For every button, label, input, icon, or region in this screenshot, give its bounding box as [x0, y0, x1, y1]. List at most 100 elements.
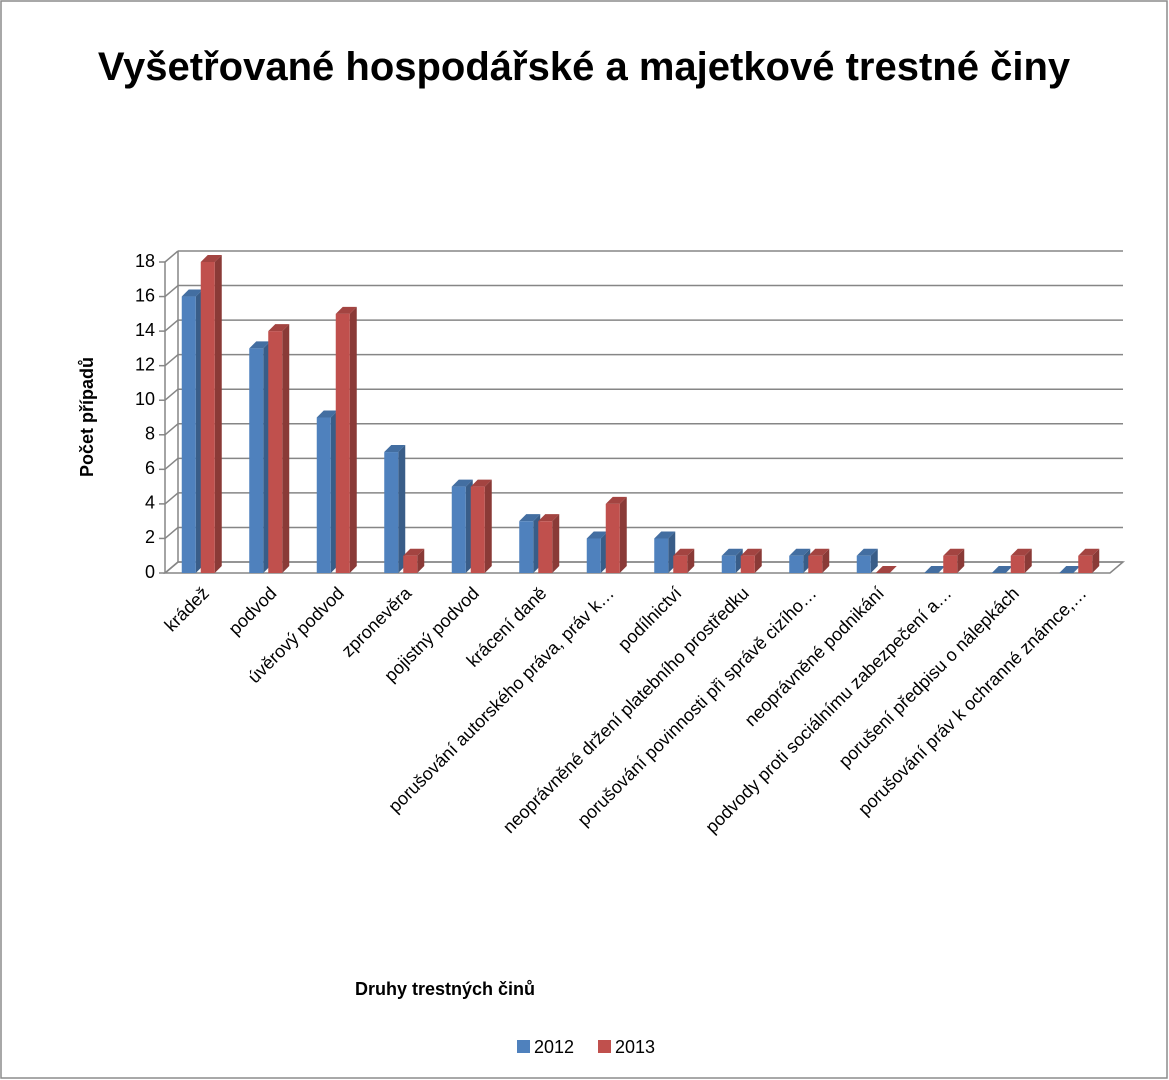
bar-side — [1092, 548, 1100, 573]
bar-side — [282, 324, 290, 573]
bar — [856, 548, 878, 573]
bar-top — [1010, 548, 1032, 556]
bar — [538, 514, 560, 573]
y-tick-label: 12 — [135, 354, 155, 374]
bar — [605, 496, 627, 573]
grid-line-side — [164, 388, 179, 401]
y-axis-title: Počet případů — [77, 357, 97, 477]
bar — [403, 548, 425, 573]
bar-side — [1024, 548, 1032, 573]
bar-front — [1010, 555, 1025, 573]
legend-label: 2012 — [534, 1037, 574, 1057]
y-tick-label: 10 — [135, 389, 155, 409]
bar — [316, 410, 338, 573]
bar — [924, 566, 946, 573]
bar-side — [754, 548, 762, 573]
bar-front — [808, 555, 823, 573]
legend-label: 2013 — [615, 1037, 655, 1057]
bar-front — [586, 538, 601, 573]
bar — [268, 324, 290, 573]
bar-top — [470, 479, 492, 487]
y-tick-label: 4 — [145, 493, 155, 513]
bar-front — [403, 555, 418, 573]
bar-front — [789, 555, 804, 573]
bar-top — [249, 341, 271, 349]
bar-top — [673, 548, 695, 556]
bar-top — [924, 566, 946, 573]
bar — [943, 548, 965, 573]
bar-side — [417, 548, 425, 573]
grid-line-side — [164, 492, 179, 505]
bar-top — [384, 445, 406, 453]
grid-line-side — [164, 423, 179, 436]
bar-front — [249, 348, 264, 573]
bar-top — [943, 548, 965, 556]
bar-top — [268, 324, 290, 332]
bar-side — [957, 548, 965, 573]
bar-top — [181, 289, 203, 297]
y-tick-label: 18 — [135, 251, 155, 271]
grid-line-side — [164, 284, 179, 298]
bar — [470, 479, 492, 573]
bar — [991, 566, 1013, 573]
bar-top — [519, 514, 541, 522]
bar-side — [214, 255, 222, 573]
bar-front — [740, 555, 755, 573]
bar-front — [605, 503, 620, 573]
bar-top — [316, 410, 338, 418]
bar — [673, 548, 695, 573]
grid-line-side — [164, 526, 179, 540]
bar-front — [654, 538, 669, 573]
bar — [519, 514, 541, 573]
bar-side — [822, 548, 830, 573]
bar-top — [808, 548, 830, 556]
legend-swatch — [598, 1040, 611, 1053]
bar-front — [268, 331, 283, 573]
bar-top — [1078, 548, 1100, 556]
bar-side — [552, 514, 560, 573]
bar — [181, 289, 203, 573]
bar-side — [349, 306, 357, 573]
y-tick-label: 14 — [135, 320, 155, 340]
bar-top — [586, 531, 608, 539]
y-tick-label: 16 — [135, 285, 155, 305]
chart-title: Vyšetřované hospodářské a majetkové tres… — [97, 45, 1071, 89]
bar — [586, 531, 608, 573]
bar-side — [484, 479, 492, 573]
bar-top — [721, 548, 743, 556]
x-axis-title: Druhy trestných činů — [355, 979, 535, 999]
bar — [249, 341, 271, 573]
legend-swatch — [517, 1040, 530, 1053]
bar-top — [991, 566, 1013, 573]
bar-top — [403, 548, 425, 556]
bar-front — [673, 555, 688, 573]
bar-front — [384, 452, 399, 573]
bar-front — [519, 521, 534, 573]
bar — [1078, 548, 1100, 573]
bar-top — [538, 514, 560, 522]
bar-top — [654, 531, 676, 539]
y-tick-label: 0 — [145, 562, 155, 582]
bar-top — [451, 479, 473, 487]
bar-top — [605, 496, 627, 504]
bar — [384, 445, 406, 573]
y-tick-label: 6 — [145, 458, 155, 478]
bar-top — [1059, 566, 1081, 573]
y-tick-label: 8 — [145, 424, 155, 444]
grid-line-side — [164, 457, 179, 470]
bar-front — [1078, 555, 1093, 573]
bar-front — [721, 555, 736, 573]
bar-front — [335, 313, 350, 573]
bar-top — [856, 548, 878, 556]
bar — [200, 255, 222, 573]
bar-front — [181, 296, 196, 573]
bar-front — [470, 486, 485, 573]
bar-side — [619, 496, 627, 573]
bar-top — [875, 566, 897, 573]
bar-top — [789, 548, 811, 556]
bar-front — [316, 417, 331, 573]
bar-front — [943, 555, 958, 573]
y-tick-label: 2 — [145, 527, 155, 547]
grid-line-side — [164, 354, 179, 367]
